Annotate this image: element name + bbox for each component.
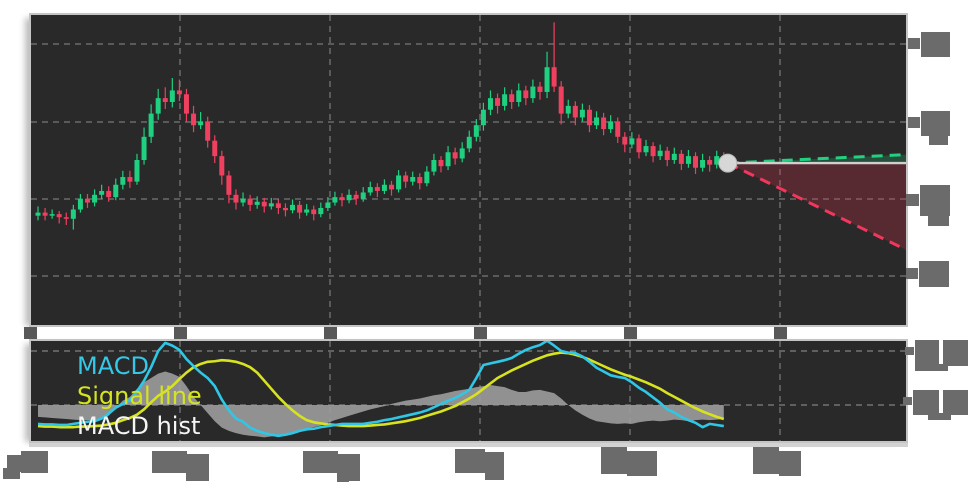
forecast-cone bbox=[718, 153, 906, 252]
macd-tick-1-redacted bbox=[915, 364, 948, 371]
strip-square-redacted bbox=[174, 327, 187, 339]
price-tick-3-redacted bbox=[920, 185, 950, 216]
time-tick-2-redacted bbox=[186, 454, 209, 481]
time-tick-5-redacted bbox=[627, 451, 657, 476]
time-tick-1-redacted bbox=[21, 451, 48, 473]
strip-square-redacted bbox=[474, 327, 487, 339]
macd-hist-label: MACD hist bbox=[77, 412, 201, 440]
time-tick-4-redacted bbox=[455, 449, 485, 473]
time-tick-1-redacted bbox=[7, 455, 21, 472]
time-axis-bar bbox=[29, 443, 908, 447]
strip-square-redacted bbox=[774, 327, 787, 339]
time-tick-2-redacted bbox=[152, 451, 187, 473]
time-tick-4-redacted bbox=[486, 472, 504, 479]
macd-tick-1-redacted bbox=[915, 340, 939, 366]
price-tick-4-redacted bbox=[906, 268, 918, 279]
price-panel bbox=[29, 13, 908, 327]
forecast-upper-line bbox=[727, 153, 906, 165]
signal-line bbox=[37, 351, 725, 429]
time-tick-3-redacted bbox=[337, 476, 349, 482]
strip-square-redacted bbox=[324, 327, 337, 339]
signal-line-label: Signal line bbox=[77, 382, 202, 410]
time-tick-3-redacted bbox=[337, 454, 360, 481]
time-tick-6-redacted bbox=[779, 451, 801, 476]
time-tick-5-redacted bbox=[601, 447, 627, 474]
macd-tick-1-redacted bbox=[905, 347, 914, 355]
candlestick-chart bbox=[31, 15, 906, 325]
macd-line-label: MACD bbox=[77, 352, 149, 380]
strip-square-redacted bbox=[24, 327, 37, 339]
macd-panel: MACD Signal line MACD hist bbox=[29, 339, 908, 443]
price-tick-2-redacted bbox=[921, 111, 950, 136]
price-tick-3-redacted bbox=[928, 214, 949, 226]
price-tick-2-redacted bbox=[929, 134, 948, 145]
price-tick-1-redacted bbox=[921, 32, 950, 57]
macd-histogram bbox=[38, 371, 724, 438]
time-tick-1-redacted bbox=[3, 468, 20, 479]
macd-line bbox=[37, 341, 724, 438]
macd-chart bbox=[31, 341, 906, 441]
price-tick-3-redacted bbox=[906, 194, 919, 206]
price-tick-4-redacted bbox=[919, 261, 949, 287]
forecast-lower-line bbox=[727, 161, 906, 252]
macd-tick-2-redacted bbox=[913, 390, 939, 415]
price-xaxis-strip bbox=[29, 327, 908, 339]
candlestick-layer bbox=[35, 22, 727, 230]
time-tick-3-redacted bbox=[303, 451, 338, 473]
time-tick-6-redacted bbox=[753, 447, 779, 474]
macd-tick-2-redacted bbox=[903, 397, 912, 405]
price-grid bbox=[31, 15, 906, 325]
strip-square-redacted bbox=[624, 327, 637, 339]
macd-tick-2-redacted bbox=[943, 390, 968, 415]
macd-tick-1-redacted bbox=[943, 340, 968, 366]
macd-tick-2-redacted bbox=[928, 413, 951, 420]
forecast-anchor-dot[interactable] bbox=[718, 153, 738, 173]
price-tick-2-redacted bbox=[908, 117, 920, 128]
price-tick-1-redacted bbox=[908, 38, 920, 49]
